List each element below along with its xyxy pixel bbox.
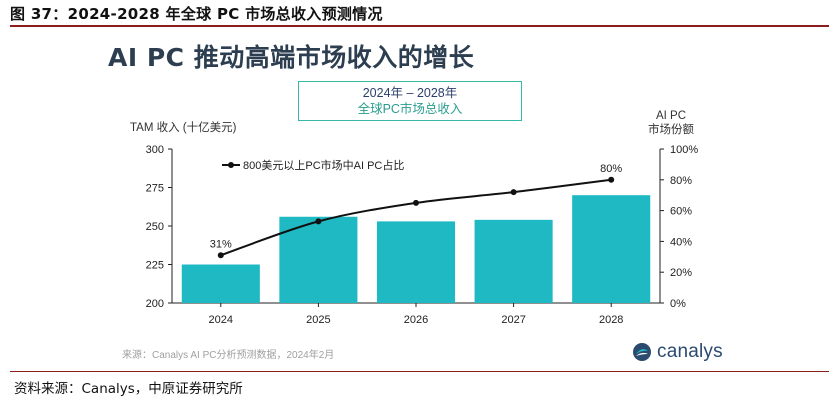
data-label-2028: 80% bbox=[600, 163, 622, 175]
y-tick-right-label: 80% bbox=[670, 175, 692, 187]
canalys-logo-text: canalys bbox=[657, 341, 723, 362]
y-tick-right-label: 100% bbox=[670, 144, 698, 156]
y-tick-left-label: 200 bbox=[146, 298, 164, 310]
y-tick-right-label: 20% bbox=[670, 267, 692, 279]
y-tick-left-label: 225 bbox=[146, 260, 164, 272]
canalys-logo: canalys bbox=[632, 341, 723, 363]
chart-source-note: 来源：Canalys AI PC分析预测数据，2024年2月 bbox=[122, 350, 335, 361]
x-tick-label: 2027 bbox=[501, 314, 525, 326]
bar-2025 bbox=[279, 216, 358, 303]
subtitle-line-years: 2024年 – 2028年 bbox=[362, 86, 458, 100]
y-tick-left-label: 275 bbox=[146, 183, 164, 195]
bar-2026 bbox=[376, 221, 456, 303]
x-tick-label: 2028 bbox=[599, 314, 623, 326]
legend-line-label: 800美元以上PC市场中AI PC占比 bbox=[243, 158, 404, 172]
caption-rule-top bbox=[10, 25, 829, 27]
y-tick-right-label: 60% bbox=[670, 206, 692, 218]
caption-rule-bottom bbox=[10, 371, 829, 372]
bar-2027 bbox=[474, 219, 553, 303]
chart-title: AI PC 推动高端市场收入的增长 bbox=[108, 43, 475, 72]
figure-source: 资料来源：Canalys，中原证券研究所 bbox=[14, 381, 243, 397]
y-axis-left-label: TAM 收入 (十亿美元) bbox=[130, 122, 237, 134]
y-tick-right-label: 0% bbox=[670, 298, 686, 310]
ai-pc-share-line bbox=[220, 178, 612, 257]
subtitle-box: 2024年 – 2028年 全球PC市场总收入 bbox=[298, 81, 522, 121]
ai-pc-share-point-2028 bbox=[608, 176, 615, 183]
y-tick-left-label: 300 bbox=[146, 144, 164, 156]
figure-caption: 图 37：2024-2028 年全球 PC 市场总收入预测情况 bbox=[10, 5, 383, 23]
y-tick-right-label: 40% bbox=[670, 236, 692, 248]
ai-pc-share-point-2027 bbox=[510, 189, 517, 196]
x-tick-label: 2024 bbox=[209, 314, 233, 326]
y-axis-right-label-line1: AI PC bbox=[655, 110, 687, 122]
canalys-logo-icon bbox=[633, 343, 651, 361]
ai-pc-share-point-2026 bbox=[413, 199, 419, 206]
subtitle-line-metric: 全球PC市场总收入 bbox=[357, 102, 463, 116]
y-axis-right-label: AI PC 市场份额 bbox=[636, 109, 706, 137]
legend-dot-marker bbox=[228, 162, 234, 168]
ai-pc-share-point-2025 bbox=[315, 218, 322, 225]
y-tick-left-label: 250 bbox=[146, 221, 164, 233]
data-label-2024: 31% bbox=[210, 238, 232, 250]
y-axis-right-label-line2: 市场份额 bbox=[648, 124, 694, 136]
bar-2024 bbox=[181, 264, 260, 303]
x-tick-label: 2025 bbox=[306, 314, 330, 326]
ai-pc-share-point-2024 bbox=[217, 252, 224, 259]
x-tick-label: 2026 bbox=[404, 314, 428, 326]
bar-2028 bbox=[572, 195, 651, 303]
